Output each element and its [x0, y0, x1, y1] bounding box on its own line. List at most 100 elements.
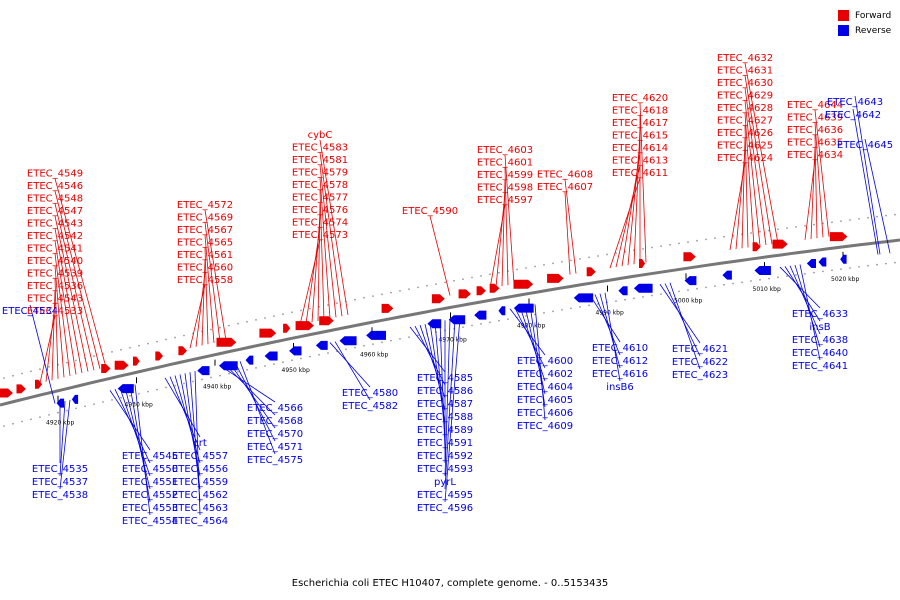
- gene-label: ETEC_4587: [417, 399, 473, 410]
- gene-label: ETEC_4537: [32, 477, 88, 488]
- forward-gene: [489, 283, 500, 293]
- leader-line: [124, 386, 151, 490]
- reverse-gene: [56, 398, 65, 408]
- gene-label: ETEC_4582: [342, 401, 398, 412]
- forward-gene: [639, 259, 646, 268]
- leader-line: [319, 189, 325, 320]
- reverse-gene: [315, 340, 328, 350]
- reverse-gene: [197, 366, 210, 376]
- leader-line: [604, 292, 621, 382]
- leader-line: [114, 389, 151, 464]
- reverse-gene: [806, 259, 816, 268]
- guide-dot: [822, 270, 824, 273]
- guide-dot: [12, 422, 14, 425]
- forward-gene: [35, 379, 43, 389]
- leader-line: [54, 178, 107, 368]
- gene-label: ETEC_4621: [672, 344, 728, 355]
- leader-line: [317, 202, 321, 321]
- gene-label: ETEC_4546: [27, 181, 83, 192]
- tick-label: 4980 kbp: [517, 322, 545, 329]
- gene-label: ETEC_4645: [837, 140, 893, 151]
- reverse-gene: [818, 257, 827, 267]
- guide-dot: [255, 319, 257, 321]
- tick-label: 4930 kbp: [125, 401, 153, 408]
- forward-gene: [476, 286, 486, 296]
- leader-line: [444, 317, 461, 503]
- gene-labels: ETEC_4533ETEC_4543ETEC_4536ETEC_4539ETEC…: [2, 53, 893, 527]
- gene-label: ETEC_4628: [717, 103, 773, 114]
- leader-line: [599, 293, 621, 369]
- guide-dot: [849, 219, 851, 221]
- gene-label: ETEC_4602: [517, 369, 573, 380]
- leader-line: [54, 203, 95, 371]
- gene-label: insB6: [606, 382, 634, 393]
- gene-label: ETEC_4641: [792, 361, 848, 372]
- guide-dot: [48, 366, 50, 368]
- leader-line: [744, 62, 779, 244]
- guide-dot: [750, 232, 752, 234]
- gene-label: ETEC_4566: [247, 403, 303, 414]
- guide-dot: [678, 290, 680, 293]
- guide-dot: [156, 388, 158, 391]
- forward-gene: [586, 267, 596, 277]
- guide-dot: [840, 220, 842, 223]
- guide-dot: [633, 297, 635, 300]
- guide-dot: [570, 307, 572, 310]
- guide-dot: [462, 278, 464, 280]
- gene-label: ETEC_4634: [787, 150, 843, 161]
- guide-dot: [309, 355, 311, 358]
- gene-label: ETEC_4603: [477, 145, 533, 156]
- guide-dot: [12, 374, 14, 377]
- guide-dot: [858, 266, 860, 268]
- gene-label: ETEC_4592: [417, 451, 473, 462]
- gene-label: ETEC_4597: [477, 195, 533, 206]
- leader-line: [564, 191, 571, 275]
- leader-line: [334, 341, 371, 401]
- guide-dot: [678, 242, 680, 245]
- guide-dot: [714, 237, 716, 240]
- forward-gene: [319, 316, 334, 326]
- guide-dot: [435, 283, 437, 285]
- gene-label: ETEC_4580: [342, 388, 398, 399]
- tick-label: 4940 kbp: [203, 384, 231, 391]
- gene-label: ETEC_4586: [417, 386, 473, 397]
- guide-dot: [327, 352, 329, 354]
- guide-dot: [660, 245, 662, 248]
- guide-dot: [795, 274, 797, 276]
- gene-label: ETEC_4561: [177, 250, 233, 261]
- gene-label: ETEC_4617: [612, 118, 668, 129]
- guide-dot: [804, 272, 806, 275]
- leader-line: [744, 75, 773, 245]
- guide-dot: [39, 416, 41, 418]
- guide-dot: [723, 283, 725, 286]
- leader-line: [51, 290, 56, 381]
- guide-dot: [570, 259, 572, 262]
- label-leader-lines: [29, 62, 891, 516]
- gene-label: ETEC_4616: [592, 369, 648, 380]
- gene-label: ETEC_4591: [417, 438, 473, 449]
- guide-dot: [687, 241, 689, 244]
- gene-label: ETEC_4615: [612, 131, 668, 142]
- gene-label: ETEC_4589: [417, 425, 473, 436]
- guide-dot: [291, 359, 293, 362]
- guide-dot: [885, 214, 887, 217]
- guide-dot: [795, 226, 797, 228]
- guide-dot: [30, 418, 32, 421]
- guide-dot: [543, 312, 545, 314]
- guide-dot: [372, 343, 374, 345]
- gene-label: ETEC_4540: [27, 256, 83, 267]
- gene-label: ETEC_4599: [477, 170, 533, 181]
- guide-dot: [705, 286, 707, 289]
- leader-line: [201, 259, 206, 346]
- gene-label: insB: [809, 322, 830, 333]
- gene-label: ETEC_4630: [717, 78, 773, 89]
- guide-dot: [156, 340, 158, 343]
- gene-label: ETEC_4606: [517, 408, 573, 419]
- reverse-gene: [366, 330, 386, 340]
- leader-line: [119, 387, 151, 477]
- guide-dot: [219, 374, 221, 377]
- dotted-guide-lines: [3, 213, 896, 427]
- leader-line: [633, 127, 641, 265]
- leader-line: [224, 364, 276, 416]
- gene-label: ETEC_4588: [417, 412, 473, 423]
